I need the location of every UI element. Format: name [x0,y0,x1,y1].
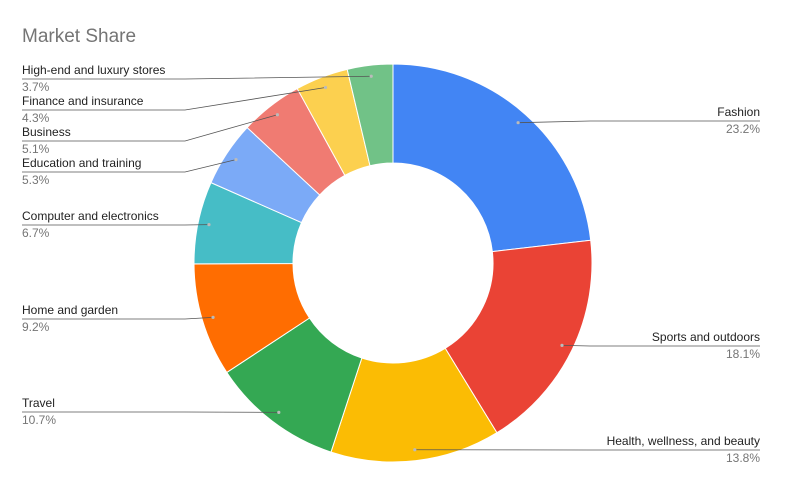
slice-label: Home and garden [22,303,118,317]
slice-label: Sports and outdoors [652,330,760,344]
slice-label: Computer and electronics [22,209,159,223]
value-label: 10.7% [22,413,56,427]
leader-line [518,120,760,124]
leader-dot [560,343,564,347]
value-label: 4.3% [22,111,50,125]
leader-dot [277,410,281,414]
slice [444,239,593,434]
slice-label: Travel [22,396,55,410]
leader-dot [207,223,211,227]
leader-line [22,159,237,173]
value-label: 13.8% [726,451,760,465]
slice-label: Business [22,125,71,139]
leader-dot [234,158,238,162]
value-label: 5.3% [22,173,50,187]
leader-dot [413,448,417,452]
value-label: 18.1% [726,347,760,361]
leader-dot [369,74,373,78]
value-label: 6.7% [22,226,50,240]
slice [392,63,592,253]
leader-line [561,344,760,347]
slice-label: Health, wellness, and beauty [607,434,760,448]
slice-label: Education and training [22,156,141,170]
slice-label: Finance and insurance [22,94,144,108]
value-label: 3.7% [22,80,50,94]
leader-dot [323,85,328,90]
value-label: 9.2% [22,320,50,334]
leader-line [22,75,372,80]
slice-label: High-end and luxury stores [22,63,165,77]
leader-line [22,316,214,320]
leader-dot [516,121,520,125]
value-label: 5.1% [22,142,50,156]
slice-label: Fashion [717,105,760,119]
leader-line [22,87,326,111]
value-label: 23.2% [726,122,760,136]
leader-dot [211,315,215,319]
leader-dot [275,113,280,117]
slice [346,63,394,167]
chart-title: Market Share [22,26,136,47]
leader-line [22,114,278,142]
